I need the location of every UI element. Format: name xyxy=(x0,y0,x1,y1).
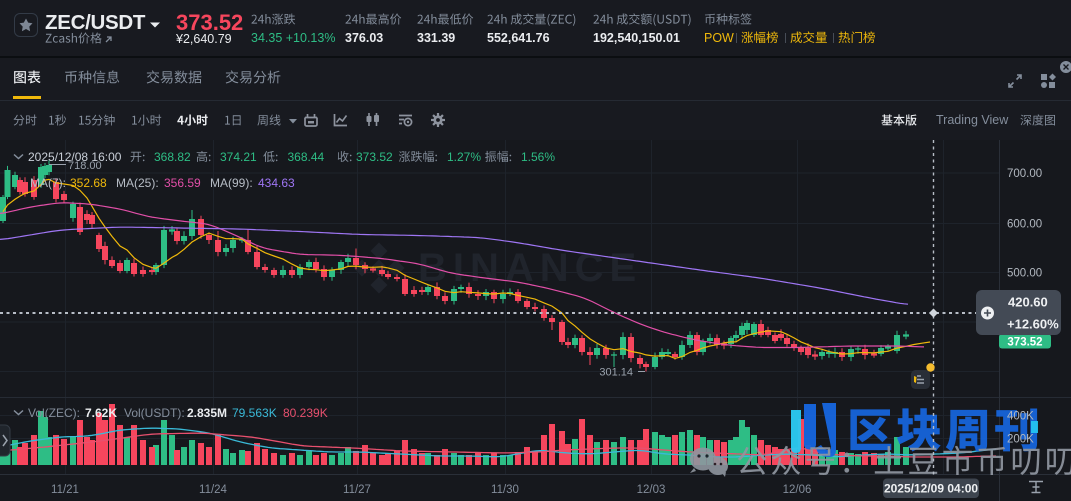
svg-text:400K: 400K xyxy=(1007,411,1034,423)
svg-text:12/03: 12/03 xyxy=(637,484,666,496)
svg-text:11/27: 11/27 xyxy=(343,484,371,496)
svg-text:718.00: 718.00 xyxy=(68,160,102,172)
svg-text:352.68: 352.68 xyxy=(70,176,107,190)
svg-text:12/06: 12/06 xyxy=(783,484,812,496)
svg-text:301.14: 301.14 xyxy=(599,367,633,379)
svg-text:2025/12/09 04:00: 2025/12/09 04:00 xyxy=(884,482,978,496)
svg-text:434.63: 434.63 xyxy=(258,176,295,190)
svg-text:374.21: 374.21 xyxy=(220,150,257,164)
svg-text:700.00: 700.00 xyxy=(1007,168,1042,180)
svg-text:2025/12/08 16:00: 2025/12/08 16:00 xyxy=(28,150,122,164)
svg-text:Vol(ZEC):: Vol(ZEC): xyxy=(28,406,80,420)
svg-text:11/21: 11/21 xyxy=(51,484,79,496)
svg-text:373.52: 373.52 xyxy=(356,150,393,164)
svg-text:Vol(USDT):: Vol(USDT): xyxy=(124,406,185,420)
svg-text:2.835M: 2.835M xyxy=(187,406,227,420)
svg-text:600.00: 600.00 xyxy=(1007,219,1042,231)
svg-text:1.27%: 1.27% xyxy=(447,150,481,164)
svg-text:80.239K: 80.239K xyxy=(283,406,328,420)
svg-text:11/24: 11/24 xyxy=(199,484,228,496)
svg-text:11/30: 11/30 xyxy=(491,484,519,496)
svg-text:MA(25):: MA(25): xyxy=(116,176,159,190)
svg-text:500.00: 500.00 xyxy=(1007,268,1042,280)
svg-text:373.52: 373.52 xyxy=(1007,337,1042,349)
svg-text:368.82: 368.82 xyxy=(154,150,191,164)
svg-text:MA(99):: MA(99): xyxy=(210,176,253,190)
svg-text:420.60: 420.60 xyxy=(1008,295,1048,310)
svg-text:368.44: 368.44 xyxy=(288,150,325,164)
svg-text:79.563K: 79.563K xyxy=(232,406,277,420)
svg-text:BINANCE: BINANCE xyxy=(418,246,642,290)
svg-text:7.62K: 7.62K xyxy=(85,406,117,420)
svg-text:200K: 200K xyxy=(1007,434,1034,446)
svg-text:+12.60%: +12.60% xyxy=(1007,317,1059,332)
svg-text:356.59: 356.59 xyxy=(164,176,201,190)
svg-text:MA(7):: MA(7): xyxy=(30,176,66,190)
svg-text:1.56%: 1.56% xyxy=(521,150,555,164)
